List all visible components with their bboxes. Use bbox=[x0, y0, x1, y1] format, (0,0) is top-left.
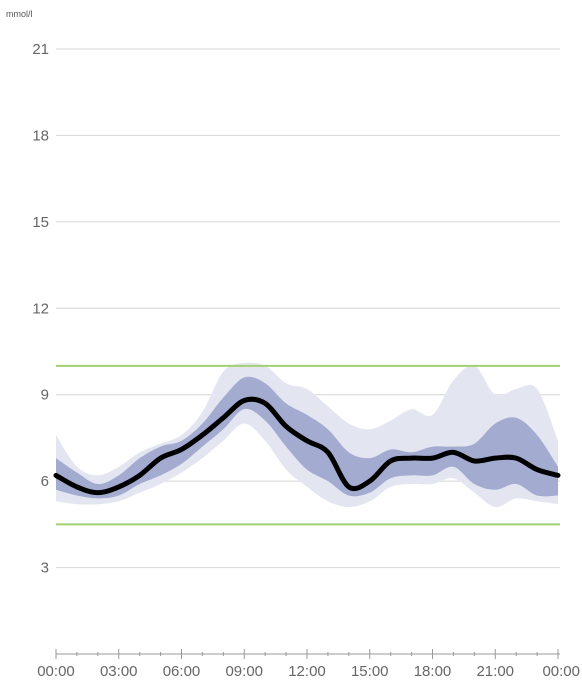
y-axis-unit-label: mmol/l bbox=[6, 9, 33, 19]
y-tick-label: 18 bbox=[32, 127, 49, 144]
y-tick-label: 6 bbox=[41, 473, 49, 490]
percentile-bands bbox=[56, 362, 558, 508]
y-tick-label: 15 bbox=[32, 214, 49, 231]
y-tick-label: 12 bbox=[32, 300, 49, 317]
median-line bbox=[53, 396, 561, 496]
y-tick-label: 21 bbox=[32, 41, 49, 58]
y-axis-tick-labels: 3 6 9 12 15 18 21 bbox=[32, 41, 49, 577]
target-range-lines bbox=[56, 364, 560, 526]
x-tick-label: 09:00 bbox=[225, 663, 263, 680]
x-tick-label: 03:00 bbox=[100, 663, 138, 680]
y-tick-label: 3 bbox=[41, 560, 49, 577]
median-curve bbox=[53, 396, 561, 496]
x-tick-label: 00:00 bbox=[542, 663, 580, 680]
x-tick-label: 15:00 bbox=[351, 663, 389, 680]
x-axis-tick-labels: 00:00 03:00 06:00 09:00 12:00 15:00 18:00 21:00… bbox=[37, 663, 580, 680]
x-tick-label: 18:00 bbox=[414, 663, 452, 680]
y-tick-label: 9 bbox=[41, 387, 49, 404]
x-tick-label: 12:00 bbox=[288, 663, 326, 680]
x-tick-label: 21:00 bbox=[476, 663, 514, 680]
x-tick-label: 06:00 bbox=[163, 663, 201, 680]
x-tick-label: 00:00 bbox=[37, 663, 75, 680]
x-axis bbox=[55, 649, 560, 659]
p25-p75-band bbox=[56, 376, 558, 499]
